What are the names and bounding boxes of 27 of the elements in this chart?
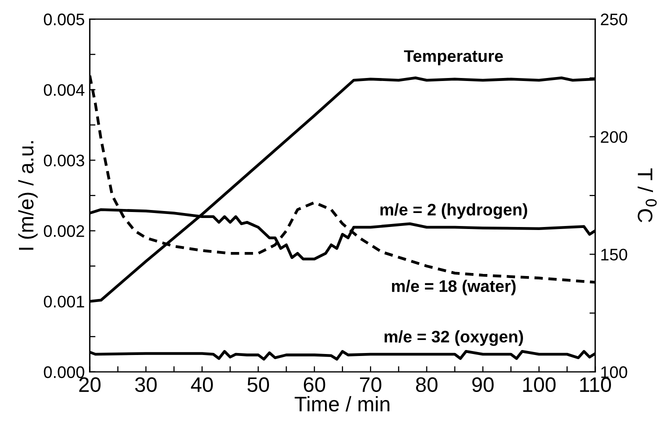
x-tick-label: 60 <box>304 377 326 392</box>
x-tick-label: 20 <box>79 377 101 392</box>
y-tick-label: 0.001 <box>44 296 84 308</box>
y-tick-label: 0.005 <box>44 14 84 26</box>
x-tick-label: 80 <box>416 377 438 392</box>
y-tick-label: 0.000 <box>44 366 84 378</box>
x-axis-title: Time / min <box>294 396 390 412</box>
x-tick-label: 50 <box>247 377 270 392</box>
y-tick-label: 0.002 <box>44 225 84 237</box>
y2-tick-label: 150 <box>601 248 628 260</box>
y2-tick-label: 200 <box>600 131 628 143</box>
y-tick-label: 0.003 <box>44 154 84 166</box>
x-tick-label: 110 <box>580 377 611 392</box>
x-tick-label: 40 <box>190 377 213 392</box>
x-tick-label: 70 <box>360 377 382 392</box>
series-label: m/e = 32 (oxygen) <box>384 330 524 346</box>
y2-axis-title: T / $^{0}$C <box>638 168 657 222</box>
x-tick-label: 90 <box>472 377 494 392</box>
x-tick-label: 100 <box>523 377 556 392</box>
series-label: Temperature <box>404 50 503 66</box>
y2-tick-label: 100 <box>601 366 628 378</box>
y-axis-title: I (m/e) / a.u. <box>18 141 38 250</box>
series-label: m/e = 2 (hydrogen) <box>380 203 528 219</box>
x-tick-label: 30 <box>135 377 157 392</box>
y2-tick-label: 250 <box>600 14 628 26</box>
series-label: m/e = 18 (water) <box>392 280 516 296</box>
y-tick-label: 0.004 <box>44 84 84 96</box>
